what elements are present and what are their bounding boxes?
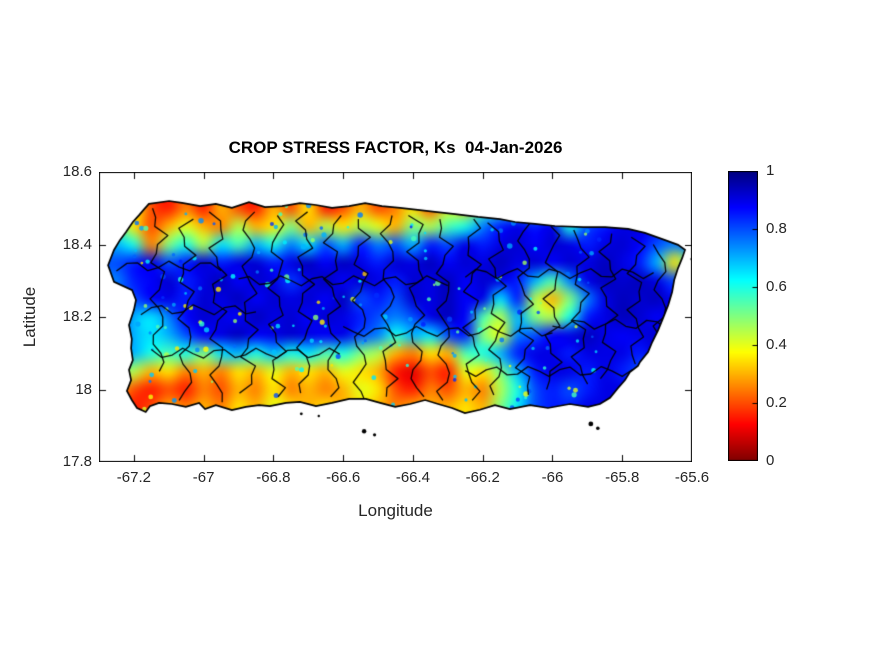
y-tick-label: 18	[75, 380, 92, 398]
colorbar-tick-label: 0.4	[766, 336, 787, 353]
y-tick-label: 18.6	[62, 163, 92, 180]
x-tick-label: -67.2	[116, 469, 151, 486]
x-tick-label: -67	[192, 469, 215, 486]
x-tick-label: -65.8	[605, 469, 640, 486]
x-tick-label: -66.4	[395, 469, 431, 486]
x-tick-label: -65.6	[674, 469, 710, 486]
x-tick-label: -66.8	[256, 469, 291, 486]
x-axis-label: Longitude	[358, 501, 433, 520]
y-tick-label: 18.4	[62, 235, 92, 253]
map-canvas	[99, 172, 692, 462]
x-tick-label: -66.6	[326, 469, 361, 486]
colorbar-tick-label: 0.6	[766, 278, 787, 295]
colorbar-tick-label: 0.2	[766, 394, 787, 411]
colorbar-tick-label: 0.8	[766, 220, 787, 237]
x-tick-label: -66	[541, 469, 564, 486]
colorbar-canvas	[728, 171, 758, 461]
figure-title: CROP STRESS FACTOR, Ks 04-Jan-2026	[228, 138, 563, 157]
colorbar-tick-label: 0	[766, 452, 775, 469]
x-tick-label: -66.2	[465, 469, 500, 486]
colorbar-tick-label: 1	[766, 162, 775, 179]
y-tick-label: 17.8	[62, 453, 92, 470]
y-tick-label: 18.2	[62, 308, 92, 325]
